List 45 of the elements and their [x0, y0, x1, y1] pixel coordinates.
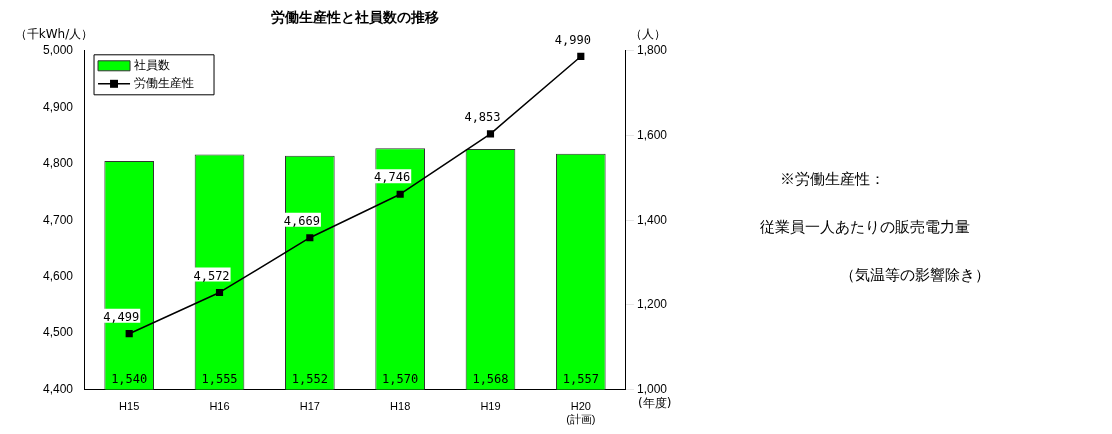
text: ※労働生産性：	[780, 170, 885, 189]
point	[215, 288, 224, 297]
x-axis-title: (年度)	[637, 395, 672, 410]
point	[396, 190, 404, 198]
y-tick-label: 4,800	[43, 156, 74, 171]
y2-axis-title: （人）	[629, 26, 666, 41]
x-tick-label: H19	[480, 400, 501, 413]
y2-tick-label: 1,400	[636, 212, 668, 227]
x-tick-label: H20 (計画)	[566, 400, 596, 426]
data-label: 4,990	[554, 32, 591, 47]
y2-tick-label: 1,800	[636, 43, 668, 58]
point	[486, 130, 495, 138]
y2-tick-label: 1,000	[636, 381, 668, 396]
data-label: 1,555	[201, 371, 238, 386]
legend-label: 社員数	[134, 57, 171, 72]
chart-title: 労働生産性と社員数の推移	[271, 9, 439, 26]
x-tick-label: H16	[209, 400, 230, 413]
legend-label: 労働生産性	[134, 75, 195, 90]
data-label: 4,853	[464, 109, 501, 124]
y-tick-label: 4,500	[43, 325, 74, 340]
data-label: 1,568	[472, 371, 509, 386]
x-tick-label: H17	[299, 400, 320, 413]
y2-tick-label: 1,600	[636, 127, 668, 142]
x-tick-label: H18	[390, 400, 411, 413]
data-label: 1,552	[291, 371, 328, 386]
x-tick-label: H15	[119, 400, 140, 413]
data-label: 4,572	[193, 268, 230, 283]
y-tick-label: 4,600	[43, 268, 74, 283]
data-label: 4,746	[374, 170, 411, 185]
point	[577, 52, 585, 61]
y-tick-label: 5,000	[43, 43, 74, 58]
y-tick-label: 4,400	[43, 381, 74, 396]
point	[125, 330, 133, 338]
y2-tick-label: 1,200	[636, 297, 668, 312]
data-label: 1,557	[562, 371, 599, 386]
y-axis-title: （千kWh/人）	[14, 26, 94, 41]
text: （気温等の影響除き）	[840, 266, 990, 285]
data-label: 4,669	[283, 213, 320, 228]
data-label: 1,570	[382, 371, 419, 386]
data-label: 4,499	[103, 309, 140, 324]
data-label: 1,540	[111, 371, 148, 386]
y-tick-label: 4,700	[43, 212, 74, 227]
text: 従業員一人あたりの販売電力量	[760, 218, 970, 237]
point	[306, 234, 314, 242]
y-tick-label: 4,900	[43, 99, 74, 114]
